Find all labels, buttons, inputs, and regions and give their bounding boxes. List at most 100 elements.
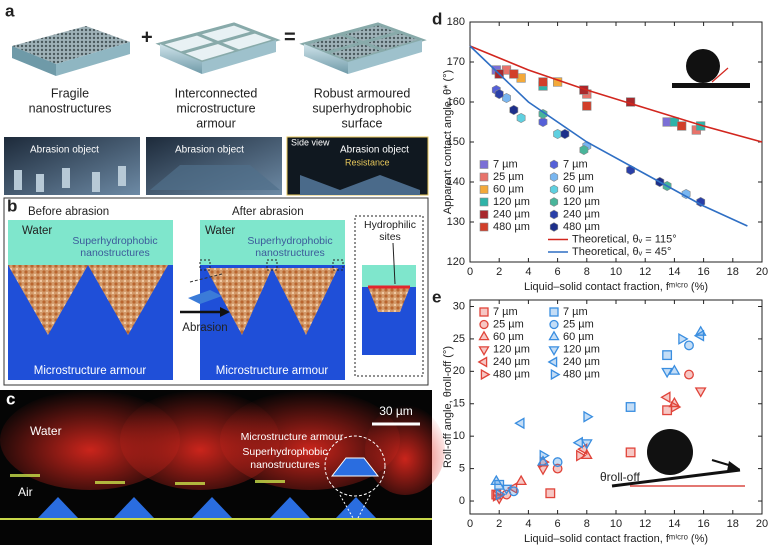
x-tick-label: 4 (525, 266, 531, 278)
x-tick-label: 18 (727, 266, 739, 278)
abrasion-block (188, 290, 222, 304)
x-tick-label: 14 (668, 518, 680, 530)
caption: armour (196, 116, 236, 130)
x-axis-label: Liquid–solid contact fraction, fᵐⁱᶜʳᵒ (%… (524, 533, 708, 545)
point (502, 92, 511, 104)
legend-label: 120 µm (563, 196, 600, 208)
point (661, 367, 674, 379)
arrow-head (220, 307, 230, 317)
theory-line (469, 45, 763, 143)
armour-walls (38, 497, 376, 518)
point (479, 185, 489, 194)
block-side (348, 40, 422, 74)
point (545, 488, 556, 499)
legend-label: 7 µm (493, 158, 518, 170)
x-tick-label: 14 (668, 266, 680, 278)
caption: Robust armoured (314, 86, 411, 100)
x-tick-label: 10 (610, 518, 622, 530)
point (548, 346, 560, 357)
point (516, 112, 526, 124)
caption: superhydrophobic (312, 101, 411, 115)
annotation: Resistance (345, 157, 390, 167)
label: Water (22, 225, 52, 237)
point (477, 356, 488, 368)
point (625, 402, 636, 412)
point (694, 387, 707, 398)
pillars (14, 166, 126, 192)
point (495, 488, 507, 501)
point (509, 104, 519, 116)
label: nanostructures (255, 247, 324, 259)
legend-label: 480 µm (563, 221, 600, 233)
label: Abrasion (182, 322, 227, 334)
point (625, 447, 636, 458)
point (479, 160, 489, 169)
point (478, 346, 490, 357)
point (480, 368, 491, 381)
point (668, 364, 681, 375)
point (479, 197, 489, 207)
render-image (4, 137, 140, 195)
heading: After abrasion (232, 206, 304, 218)
point (693, 329, 705, 342)
heading: Before abrasion (28, 206, 109, 218)
y-tick-label: 170 (447, 56, 465, 68)
y-tick-label: 120 (447, 256, 465, 268)
water (8, 220, 173, 265)
tilted-surface (611, 468, 741, 488)
x-tick-label: 12 (639, 518, 651, 530)
caption: Interconnected (175, 86, 258, 100)
air-interface (10, 474, 285, 485)
caption: surface (342, 116, 383, 130)
annotation: Abrasion object (175, 145, 244, 156)
panel-label: b (7, 196, 17, 215)
grid-surface (150, 165, 280, 190)
x-tick-label: 10 (610, 266, 622, 278)
point (479, 307, 489, 317)
label: Air (18, 485, 33, 499)
legend-label: 240 µm (563, 356, 600, 368)
x-tick-label: 0 (467, 518, 473, 530)
block-side (160, 44, 202, 74)
label: nanostructures (250, 459, 319, 471)
motion (189, 273, 223, 283)
point (583, 410, 594, 423)
y-tick-label: 180 (447, 16, 465, 28)
point (662, 350, 673, 361)
label: Water (205, 225, 235, 237)
point (582, 101, 592, 111)
y-tick-label: 5 (459, 463, 465, 475)
y-tick-label: 150 (447, 136, 465, 148)
point (549, 184, 559, 195)
inset-wall (330, 457, 380, 477)
scale-label: 30 µm (379, 404, 413, 418)
pointer (357, 494, 371, 519)
x-tick-label: 12 (639, 266, 651, 278)
water-fluorescence (365, 405, 445, 495)
label: Hydrophilic (364, 219, 416, 231)
x-tick-label: 20 (756, 266, 768, 278)
caption: microstructure (176, 101, 255, 115)
point (560, 128, 570, 140)
point (552, 457, 563, 468)
nanostructures (8, 265, 168, 335)
plus: + (141, 26, 153, 48)
y-tick-label: 0 (459, 495, 465, 507)
point (660, 391, 671, 404)
legend-label: 60 µm (493, 183, 524, 195)
label: Superhydrophobic (242, 446, 327, 458)
point (548, 330, 560, 341)
y-tick-label: 20 (453, 365, 465, 377)
legend-label: 240 µm (493, 356, 530, 368)
point (494, 88, 504, 100)
point (549, 172, 559, 182)
point (508, 486, 519, 497)
x-tick-label: 4 (525, 518, 531, 530)
point (580, 439, 593, 450)
y-tick-label: 140 (447, 176, 465, 188)
point (538, 77, 548, 87)
legend-label: 60 µm (563, 183, 594, 195)
legend-label: Theoretical, θᵥ = 115° (572, 233, 677, 245)
point (549, 319, 559, 330)
point (479, 319, 489, 330)
